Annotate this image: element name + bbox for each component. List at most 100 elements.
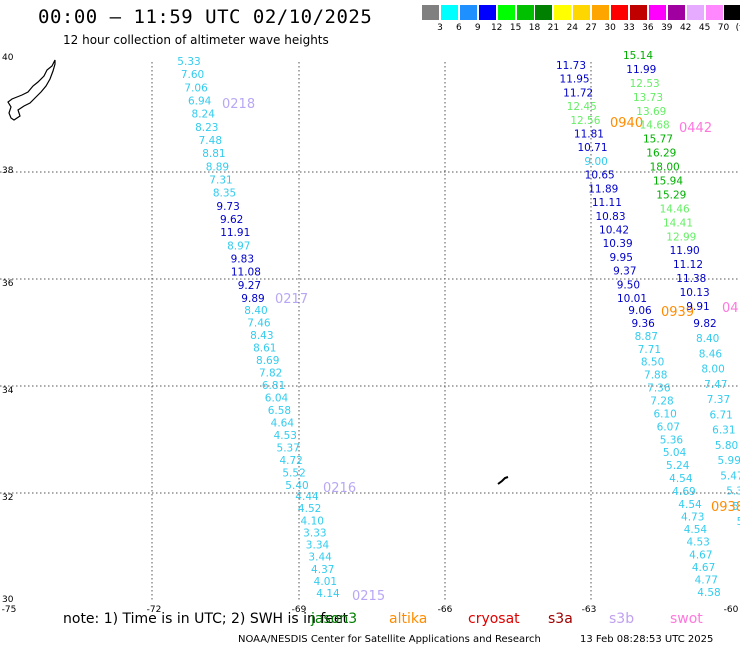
legend-level-label: 15 xyxy=(509,23,522,33)
wave-height-value: 14.68 xyxy=(640,120,670,132)
wave-height-value: 4.73 xyxy=(681,512,704,524)
satellite-jason3: jason3 xyxy=(311,611,358,627)
pass-time-label: 0216 xyxy=(323,481,356,496)
wave-height-value: 10.65 xyxy=(585,170,615,182)
legend-unit: (ft) xyxy=(735,23,740,33)
wave-height-value: 5.52 xyxy=(282,468,305,480)
legend-level-label: 3 xyxy=(437,23,443,33)
legend-swatch xyxy=(497,5,515,20)
wave-height-value: 11.11 xyxy=(592,197,622,209)
track-04: 9.82 8.40 8.46 8.00 7.47 7.37 6.71 6.31 5.80 5.99… xyxy=(693,301,740,528)
pass-time-label: 0217 xyxy=(275,292,308,307)
wave-height-value: 15.77 xyxy=(643,134,673,146)
wave-height-value: 13.69 xyxy=(636,106,666,118)
wave-height-value: 8.23 xyxy=(195,122,218,134)
latitude-tick-label: 32 xyxy=(2,493,13,503)
wave-height-value: 7.28 xyxy=(650,396,673,408)
wave-height-value: 11.38 xyxy=(676,273,706,285)
wave-height-value: 11.72 xyxy=(563,87,593,99)
wave-height-value: 8.87 xyxy=(635,331,658,343)
wave-height-value: 9.83 xyxy=(231,254,254,266)
latitude-tick-label: 40 xyxy=(2,53,14,63)
wave-height-value: 5.37 xyxy=(277,443,300,455)
wave-height-value: 3.34 xyxy=(306,540,330,552)
wave-height-value: 7.37 xyxy=(707,394,730,406)
legend-level-label: 30 xyxy=(604,23,616,33)
wave-height-value: 8.50 xyxy=(641,357,664,369)
wave-height-value: 9.00 xyxy=(584,156,607,168)
wave-height-value: 10.39 xyxy=(603,238,633,250)
legend-swatch xyxy=(535,5,553,20)
wave-height-value: 11.73 xyxy=(556,60,586,72)
legend-swatch xyxy=(648,5,666,20)
wave-height-value: 11.89 xyxy=(588,183,618,195)
wave-height-value: 5. xyxy=(732,501,740,513)
satellite-s3a: s3a xyxy=(548,611,573,627)
wave-height-value: 8.35 xyxy=(213,188,236,200)
legend-swatch xyxy=(459,5,477,20)
wave-height-value: 9.06 xyxy=(628,305,652,317)
pass-time-label: 0939 xyxy=(661,305,694,320)
legend-swatch xyxy=(667,5,685,20)
wave-height-value: 8.00 xyxy=(701,364,724,376)
wave-height-value: 4.54 xyxy=(678,499,702,511)
wave-height-value: 8.40 xyxy=(696,333,719,345)
wave-height-value: 7.71 xyxy=(638,344,661,356)
legend-swatch xyxy=(724,5,740,20)
graticule-grid xyxy=(0,62,740,602)
wave-height-value: 11.12 xyxy=(673,259,703,271)
legend-swatch xyxy=(592,5,610,20)
track-0442: 15.14 11.99 12.53 13.73 13.69 14.68 15.77 16.29… xyxy=(623,50,712,313)
wave-height-value: 10.13 xyxy=(680,287,710,299)
page-subtitle: 12 hour collection of altimeter wave hei… xyxy=(63,33,329,47)
wave-height-value: 4.67 xyxy=(692,562,715,574)
satellite-swot: swot xyxy=(670,611,703,627)
pass-time-label: 0938 xyxy=(711,500,740,515)
legend-swatch xyxy=(686,5,704,20)
wave-height-value: 4.69 xyxy=(672,486,695,498)
wave-height-value: 5.04 xyxy=(663,447,687,459)
wave-height-value: 15.29 xyxy=(656,189,686,201)
track-0215: 0215 xyxy=(352,589,385,604)
wave-height-value: 9.36 xyxy=(631,318,655,330)
legend-swatch xyxy=(516,5,534,20)
wave-height-value: 6.10 xyxy=(653,408,676,420)
wave-height-value: 11.99 xyxy=(626,64,656,76)
wave-height-value: 6.31 xyxy=(712,425,735,437)
wave-height-value: 13.73 xyxy=(633,92,663,104)
satellite-altika: altika xyxy=(389,611,428,627)
wave-height-value: 9.91 xyxy=(686,301,709,313)
wave-height-value: 9.37 xyxy=(613,266,636,278)
wave-height-value: 11.90 xyxy=(670,245,700,257)
pass-time-label: 04 xyxy=(722,301,739,316)
legend-level-label: 21 xyxy=(547,23,560,33)
wave-height-value: 10.71 xyxy=(577,142,607,154)
wave-height-value: 8.46 xyxy=(699,348,723,360)
legend-level-label: 12 xyxy=(490,23,503,33)
altimeter-tracks: 5.337.607.06 6.948.248.237.488.818.89 7.31… xyxy=(177,50,740,604)
wave-height-value: 6.81 xyxy=(262,380,285,392)
wave-height-value: 4.54 xyxy=(684,524,708,536)
wave-height-value: 4.53 xyxy=(686,537,709,549)
wave-height-value: 5.36 xyxy=(660,434,684,446)
satellite-s3b: s3b xyxy=(609,611,635,627)
legend-swatch xyxy=(554,5,572,20)
legend-level-label: 33 xyxy=(623,23,635,33)
wave-height-value: 9.95 xyxy=(610,252,633,264)
wave-height-value: 15.14 xyxy=(623,50,653,62)
wave-height-value: 6.71 xyxy=(709,409,732,421)
wave-height-value: 9.27 xyxy=(238,280,261,292)
legend-swatch xyxy=(422,5,439,20)
wave-height-value: 5.40 xyxy=(285,480,308,492)
legend-swatch xyxy=(478,5,496,20)
wave-height-value: 8.69 xyxy=(256,355,279,367)
wave-height-value: 5.99 xyxy=(718,455,740,467)
track-0218: 5.337.607.06 6.948.248.237.488.818.89 7.31… xyxy=(177,56,264,305)
latitude-tick-label: 36 xyxy=(2,279,14,289)
wave-height-value: 8.40 xyxy=(244,305,267,317)
legend-level-label: 42 xyxy=(679,23,692,33)
pass-time-label: 0218 xyxy=(222,97,255,112)
wave-height-value: 4.64 xyxy=(271,418,295,430)
wave-height-value: 6.94 xyxy=(188,96,212,108)
